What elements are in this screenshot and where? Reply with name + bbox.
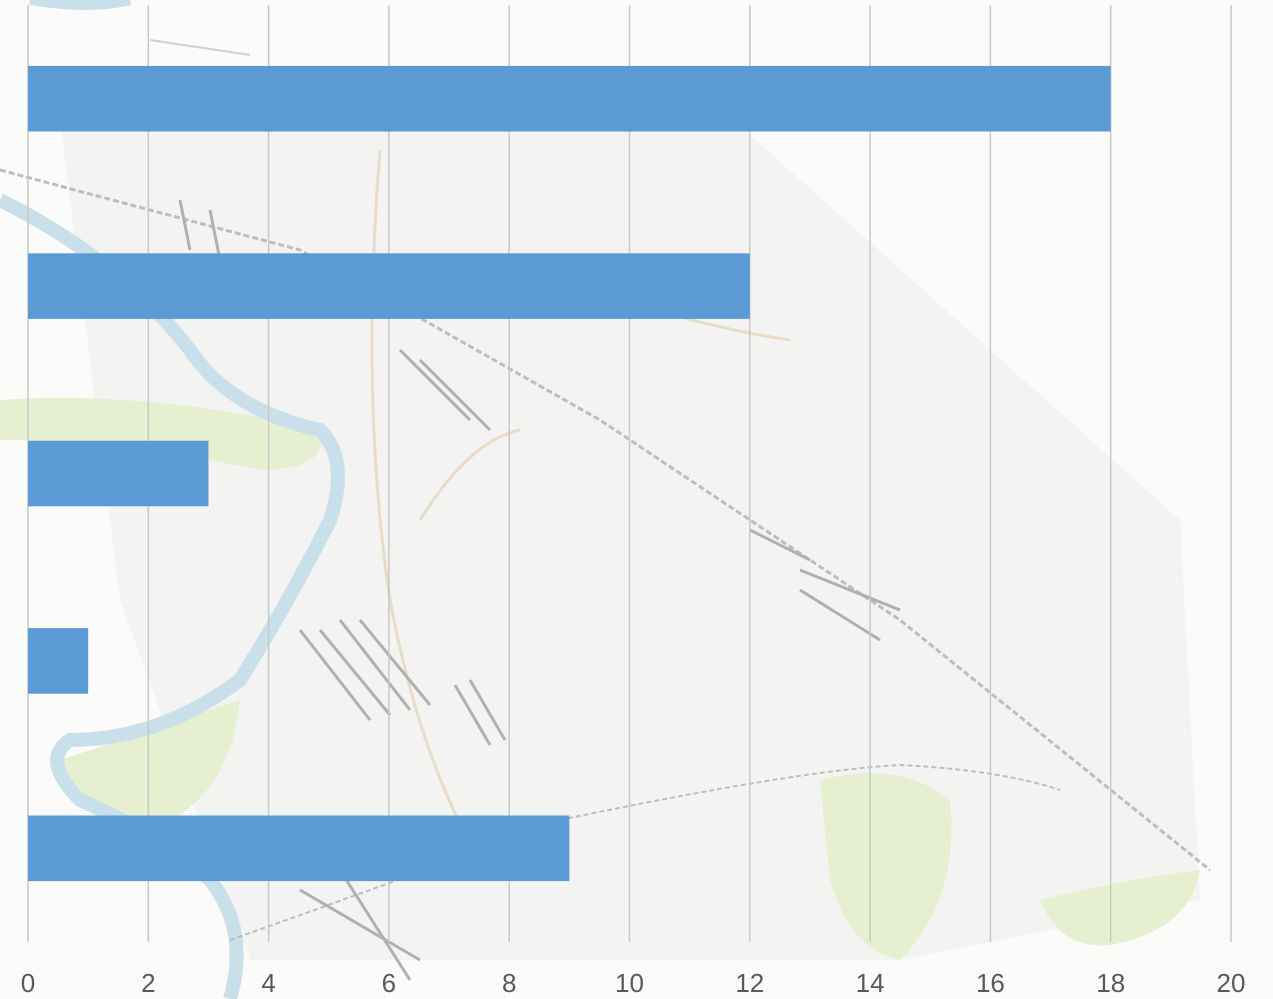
- x-tick-label: 18: [1096, 968, 1125, 998]
- x-tick-label: 0: [21, 968, 35, 998]
- bar: [28, 253, 750, 319]
- x-axis-ticks: 0 2 4 6 8 10 12 14 16 18 20: [21, 968, 1246, 998]
- x-tick-label: 12: [735, 968, 764, 998]
- gridlines: [27, 5, 1232, 942]
- bar: [28, 628, 89, 694]
- x-tick-label: 16: [976, 968, 1005, 998]
- bar: [28, 815, 570, 882]
- x-tick-label: 2: [141, 968, 155, 998]
- x-tick-label: 6: [382, 968, 396, 998]
- bar: [28, 65, 1111, 132]
- x-tick-label: 8: [502, 968, 516, 998]
- x-tick-label: 4: [261, 968, 275, 998]
- bar: [28, 440, 209, 507]
- x-tick-label: 14: [856, 968, 885, 998]
- x-tick-label: 20: [1217, 968, 1246, 998]
- bars: [28, 65, 1111, 882]
- x-tick-label: 10: [615, 968, 644, 998]
